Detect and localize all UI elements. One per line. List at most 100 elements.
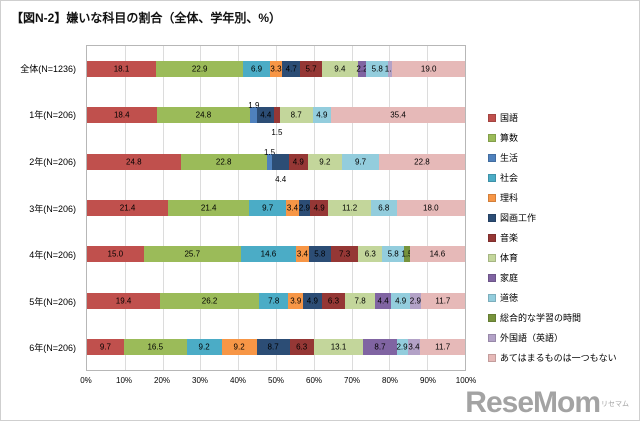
legend-item: 理科 bbox=[488, 191, 617, 204]
legend-item: 社会 bbox=[488, 171, 617, 184]
segment-value-label: 24.8 bbox=[195, 110, 212, 120]
segment-value-label: 1.5 bbox=[271, 128, 283, 138]
bar-segment: 21.4 bbox=[87, 199, 169, 216]
segment-value-label: 19.0 bbox=[420, 64, 437, 74]
logo-sub-text: リセマム bbox=[601, 400, 629, 408]
bar-segment: 9.2 bbox=[186, 338, 222, 355]
segment-value-label: 2.9 bbox=[409, 296, 421, 306]
bar-row: 18.1 22.9 6.9 3.3 4.7 5.7 9.4 2.2 5.8 1.1 19.0 bbox=[87, 46, 465, 92]
bar-segment: 3.4 bbox=[296, 246, 309, 263]
stacked-bar: 15.0 25.7 14.6 3.4 5.8 7.3 6.3 5.8 1.5 14.6 bbox=[87, 246, 465, 263]
segment-value-label: 1.5 bbox=[401, 249, 413, 259]
legend-label: 総合的な学習の時間 bbox=[500, 313, 582, 323]
x-tick-label: 80% bbox=[381, 376, 399, 385]
segment-value-label: 9.2 bbox=[319, 157, 331, 167]
segment-value-label: 11.7 bbox=[435, 342, 451, 352]
segment-value-label: 8.7 bbox=[267, 342, 279, 352]
bar-segment: 4.4 bbox=[272, 153, 289, 184]
segment-value-label: 7.3 bbox=[339, 249, 351, 259]
bar-segment: 1.5 bbox=[264, 148, 275, 170]
bar-segment: 16.5 bbox=[123, 338, 187, 355]
segment-value-label: 8.7 bbox=[290, 110, 302, 120]
y-axis-labels: 全体(N=1236) 1年(N=206) 2年(N=206) 3年(N=206) 4年(… bbox=[1, 45, 80, 371]
bar-segment: 11.7 bbox=[420, 338, 465, 355]
bar-segment: 18.0 bbox=[396, 199, 465, 216]
legend-swatch bbox=[488, 333, 496, 342]
bar-row: 9.7 16.5 9.2 9.2 8.7 6.3 13.1 8.7 2.9 3.4 11.7 bbox=[87, 324, 465, 370]
row-label: 2年(N=206) bbox=[29, 156, 76, 167]
bar-segment: 7.8 bbox=[345, 292, 375, 309]
bar-row: 15.0 25.7 14.6 3.4 5.8 7.3 6.3 5.8 1.5 14.6 bbox=[87, 231, 465, 277]
legend-item: 音楽 bbox=[488, 231, 617, 244]
segment-value-label: 4.9 bbox=[395, 296, 407, 306]
legend-item: 算数 bbox=[488, 131, 617, 144]
segment-value-label: 1.1 bbox=[384, 64, 396, 74]
legend-label: 音楽 bbox=[500, 233, 519, 243]
bar-segment: 9.2 bbox=[221, 338, 257, 355]
stacked-bar: 18.1 22.9 6.9 3.3 4.7 5.7 9.4 2.2 5.8 1.1 19.0 bbox=[87, 61, 465, 78]
x-tick-label: 50% bbox=[267, 376, 285, 385]
legend-item: 生活 bbox=[488, 151, 617, 164]
bar-segment: 7.8 bbox=[259, 292, 289, 309]
bar-segment: 5.8 bbox=[382, 246, 405, 263]
bar-segment: 13.1 bbox=[313, 338, 364, 355]
bar-segment: 14.6 bbox=[409, 246, 465, 263]
bar-segment: 2.2 bbox=[356, 61, 368, 78]
bar-segment: 8.7 bbox=[256, 338, 290, 355]
segment-value-label: 14.6 bbox=[260, 249, 277, 259]
segment-value-label: 4.9 bbox=[306, 296, 318, 306]
segment-value-label: 11.7 bbox=[435, 296, 451, 306]
bar-segment: 4.7 bbox=[282, 61, 301, 78]
bar-segment: 6.9 bbox=[243, 61, 270, 78]
segment-value-label: 2.9 bbox=[396, 342, 408, 352]
legend-label: 社会 bbox=[500, 173, 519, 183]
bar-segment: 1.9 bbox=[248, 101, 259, 124]
legend-swatch bbox=[488, 133, 496, 142]
bar-segment: 1.1 bbox=[385, 61, 396, 78]
segment-value-label: 1.9 bbox=[248, 101, 260, 111]
bar-segment: 6.3 bbox=[321, 292, 346, 309]
legend-label: あてはまるものは一つもない bbox=[500, 353, 617, 363]
segment-value-label: 22.8 bbox=[414, 157, 430, 167]
bar-row: 18.4 24.8 1.9 4.4 1.5 8.7 4.9 35.4 bbox=[87, 92, 465, 138]
legend-label: 生活 bbox=[500, 153, 519, 163]
segment-value-label: 9.7 bbox=[262, 203, 274, 213]
legend-item: 国語 bbox=[488, 111, 617, 124]
segment-value-label: 4.4 bbox=[377, 296, 389, 306]
resemom-logo: ReseMomリセマム bbox=[465, 388, 629, 418]
segment-value-label: 1.5 bbox=[264, 147, 276, 157]
segment-value-label: 16.5 bbox=[147, 342, 164, 352]
segment-value-label: 4.4 bbox=[260, 110, 272, 120]
stacked-bar: 19.4 26.2 7.8 3.9 4.9 6.3 7.8 4.4 4.9 2.9 11.7 bbox=[87, 292, 465, 309]
legend-item: 家庭 bbox=[488, 271, 617, 284]
logo-text: ReseMom bbox=[465, 386, 601, 419]
segment-value-label: 6.3 bbox=[296, 342, 308, 352]
segment-value-label: 3.3 bbox=[270, 64, 282, 74]
legend-item: 図画工作 bbox=[488, 211, 617, 224]
legend: 国語 算数 生活 社会 理科 図画工作 音楽 体育 家庭 道徳 総合的な学習の時間 外国語（英語） あて… bbox=[488, 111, 617, 371]
segment-value-label: 2.9 bbox=[298, 203, 310, 213]
segment-value-label: 26.2 bbox=[201, 296, 218, 306]
bar-segment: 4.9 bbox=[289, 153, 308, 170]
segment-value-label: 4.7 bbox=[285, 64, 297, 74]
legend-swatch bbox=[488, 213, 496, 222]
segment-value-label: 5.8 bbox=[387, 249, 399, 259]
legend-label: 体育 bbox=[500, 253, 519, 263]
legend-item: 道徳 bbox=[488, 291, 617, 304]
bar-segment: 8.7 bbox=[363, 338, 397, 355]
segment-value-label: 21.4 bbox=[119, 203, 136, 213]
segment-value-label: 5.8 bbox=[314, 249, 326, 259]
bar-segment: 2.9 bbox=[298, 199, 310, 216]
legend-swatch bbox=[488, 273, 496, 282]
bar-segment: 8.7 bbox=[279, 107, 313, 124]
row-label: 全体(N=1236) bbox=[20, 63, 76, 74]
bar-segment: 1.5 bbox=[271, 107, 282, 137]
bar-segment: 5.8 bbox=[308, 246, 331, 263]
segment-value-label: 5.7 bbox=[305, 64, 317, 74]
bar-segment: 7.3 bbox=[330, 246, 359, 263]
bar-segment: 3.4 bbox=[407, 338, 421, 355]
bar-segment: 2.9 bbox=[396, 338, 408, 355]
bar-segment: 4.9 bbox=[391, 292, 410, 309]
segment-value-label: 21.4 bbox=[200, 203, 217, 213]
